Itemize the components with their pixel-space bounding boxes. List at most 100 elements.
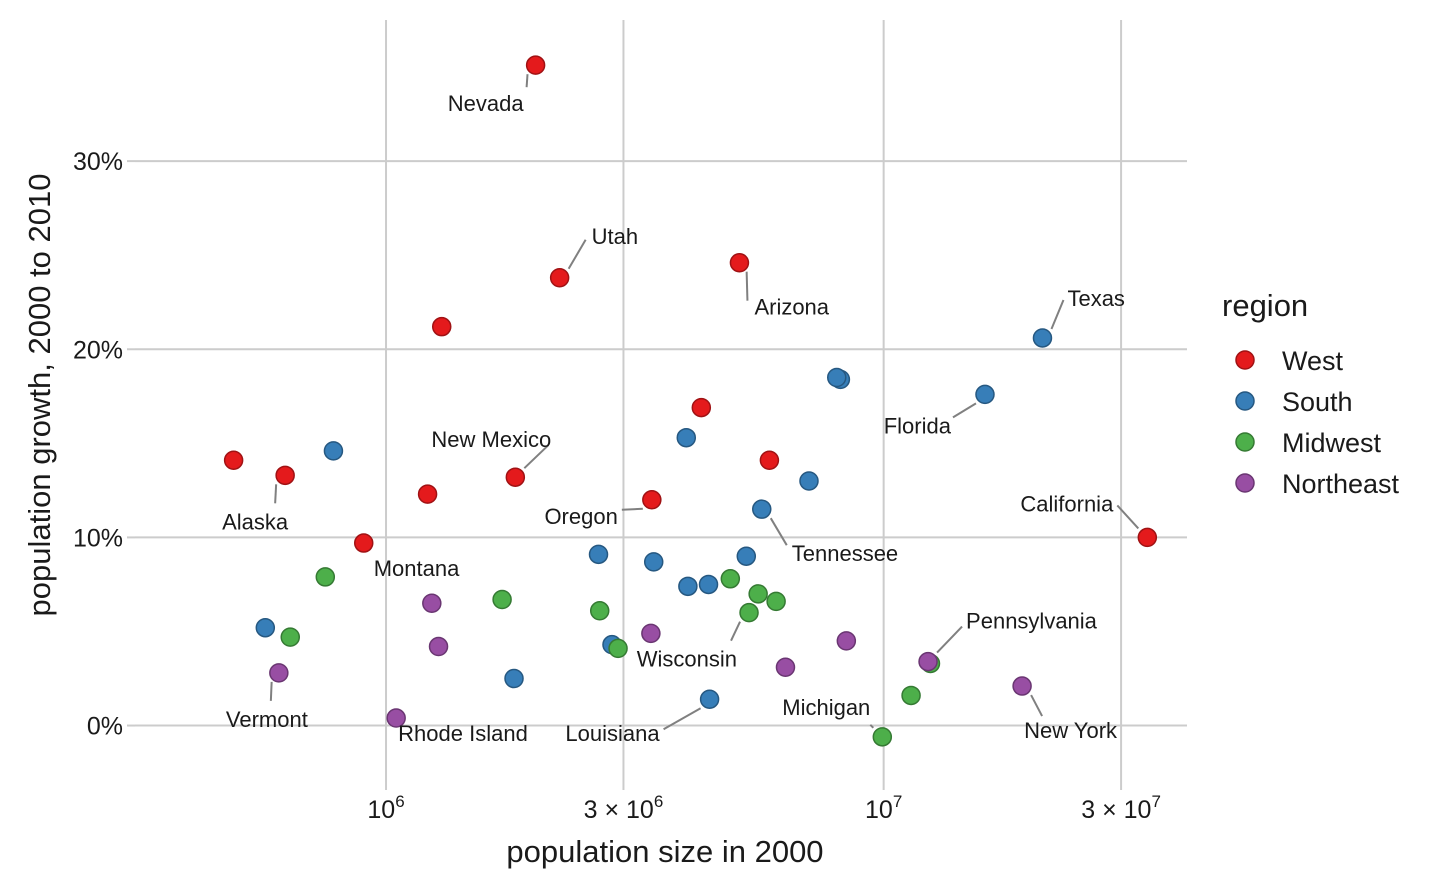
leader-line-michigan [869, 724, 875, 729]
point-wyoming [223, 450, 244, 471]
point-wisconsin [739, 602, 759, 623]
point-label-arizona: Arizona [754, 295, 829, 320]
point-new-mexico [505, 467, 526, 487]
grid [127, 20, 1187, 790]
x-tick-label-exponent: 7 [893, 792, 902, 811]
point-delaware [323, 441, 344, 461]
legend-swatch-northeast [1235, 473, 1255, 493]
point-north-carolina [826, 367, 847, 388]
legend-label-midwest: Midwest [1282, 428, 1382, 458]
x-axis-title: population size in 2000 [506, 834, 823, 869]
leader-line-utah [567, 239, 587, 270]
point-hawaii [417, 484, 438, 504]
point-south-carolina [676, 427, 697, 448]
legend-title: region [1222, 288, 1308, 323]
leader-line-texas [1050, 299, 1065, 330]
point-maryland [736, 546, 757, 566]
point-montana [353, 533, 374, 553]
legend-swatch-west [1235, 350, 1255, 370]
point-alaska [275, 465, 295, 486]
x-tick-label-exponent: 6 [395, 792, 404, 811]
point-connecticut [641, 623, 661, 644]
point-label-montana: Montana [374, 556, 460, 581]
x-tick-label-base: 3 × 10 [584, 796, 654, 824]
y-tick-label: 10% [73, 524, 123, 552]
x-tick-label: 3 × 106 [584, 792, 664, 824]
leader-line-wisconsin [730, 621, 741, 642]
leader-line-arizona [745, 271, 749, 301]
legend-label-northeast: Northeast [1282, 469, 1400, 499]
point-vermont [269, 663, 289, 683]
point-new-york [1012, 676, 1032, 696]
leader-line-louisiana [663, 707, 702, 731]
point-florida [975, 384, 995, 405]
point-maine [428, 636, 449, 657]
x-tick-label-base: 10 [865, 796, 893, 824]
point-indiana [766, 591, 786, 612]
point-label-tennessee: Tennessee [792, 541, 898, 566]
legend-swatch-midwest [1235, 432, 1255, 452]
point-label-oregon: Oregon [544, 504, 617, 529]
point-west-virginia [504, 668, 524, 689]
point-pennsylvania [918, 651, 938, 672]
legend-swatch-south [1235, 391, 1255, 411]
point-label-louisiana: Louisiana [565, 721, 660, 746]
y-tick-label: 20% [73, 336, 123, 364]
leader-line-alaska [274, 484, 278, 504]
leader-line-vermont [269, 681, 273, 701]
point-rhode-island [386, 708, 406, 728]
point-virginia [799, 471, 819, 491]
y-tick-label: 0% [87, 713, 123, 741]
x-tick-label: 3 × 107 [1081, 792, 1161, 824]
point-kansas [589, 601, 610, 621]
point-kentucky [678, 576, 698, 597]
point-label-wisconsin: Wisconsin [637, 647, 737, 672]
point-arizona [729, 252, 750, 273]
x-tick-label: 107 [865, 792, 902, 824]
legend-label-west: West [1282, 346, 1344, 376]
point-utah [549, 268, 570, 288]
point-louisiana [699, 689, 720, 709]
x-tick-label-base: 10 [367, 796, 395, 824]
point-label-florida: Florida [884, 413, 952, 438]
label-leaders [269, 74, 1140, 731]
point-district-of-columbia [255, 617, 276, 638]
leader-line-nevada [525, 74, 529, 88]
x-tick-label-exponent: 6 [654, 792, 663, 811]
leader-line-california [1116, 504, 1140, 530]
point-new-hampshire [422, 593, 442, 614]
point-idaho [431, 316, 452, 337]
x-tick-label-base: 3 × 10 [1081, 796, 1151, 824]
point-label-texas: Texas [1067, 286, 1124, 311]
point-tennessee [752, 499, 772, 519]
point-label-california: California [1020, 491, 1114, 516]
point-massachusetts [775, 657, 796, 677]
y-axis-title: population growth, 2000 to 2010 [22, 174, 57, 617]
point-nevada [525, 55, 546, 75]
point-oklahoma [643, 552, 664, 572]
axes: population size in 2000 population growt… [22, 148, 1161, 869]
point-label-nevada: Nevada [448, 91, 525, 116]
leader-line-tennessee [769, 517, 788, 546]
point-texas [1032, 328, 1053, 348]
leader-line-new-mexico [523, 444, 550, 469]
point-arkansas [588, 544, 609, 565]
point-minnesota [720, 569, 741, 589]
point-new-jersey [836, 631, 857, 651]
point-nebraska [492, 589, 512, 610]
point-ohio [901, 685, 921, 706]
point-labels: Nevada Utah Arizona New Mexico Oregon Alaska M… [222, 91, 1125, 746]
legend: region West South Midwest Northeast [1222, 288, 1400, 499]
legend-label-south: South [1282, 387, 1353, 417]
point-colorado [691, 397, 712, 418]
point-label-rhode-island: Rhode Island [398, 721, 528, 746]
point-iowa [608, 638, 628, 659]
point-michigan [872, 727, 893, 747]
point-label-michigan: Michigan [782, 695, 870, 720]
leader-line-florida [952, 402, 977, 419]
point-label-pennsylvania: Pennsylvania [966, 609, 1098, 634]
point-alabama [698, 574, 719, 595]
x-tick-label-exponent: 7 [1151, 792, 1160, 811]
point-label-utah: Utah [592, 224, 638, 249]
